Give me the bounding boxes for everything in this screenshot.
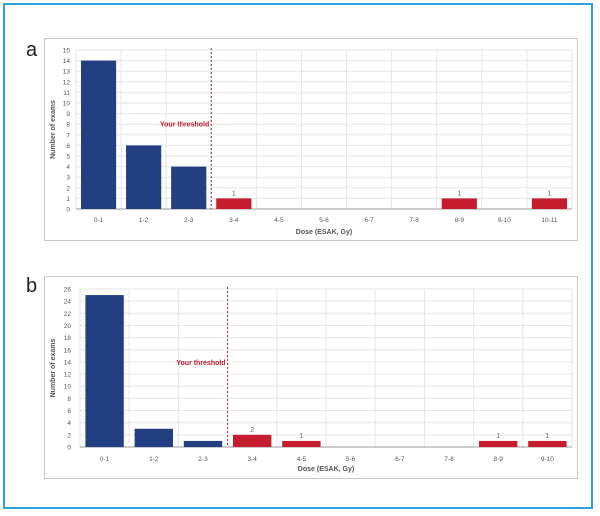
y-axis-title: Number of exams (50, 339, 57, 398)
y-tick-label: 24 (64, 299, 72, 306)
bar-value-label: 1 (545, 433, 549, 440)
y-tick-label: 4 (67, 420, 71, 427)
x-tick-label: 9-10 (498, 217, 511, 224)
figure-frame (3, 3, 593, 509)
bar-2-3 (183, 440, 223, 447)
x-tick-label: 10-11 (541, 217, 558, 224)
panel-label-b: b (26, 275, 38, 297)
x-tick-label: 0-1 (100, 456, 110, 463)
y-tick-label: 5 (66, 154, 70, 161)
bar-0-1 (85, 295, 124, 447)
y-tick-label: 11 (63, 90, 70, 97)
y-axis-title: Number of exams (50, 100, 57, 159)
x-tick-label: 3-4 (229, 217, 239, 224)
bar-value-label: 1 (496, 433, 500, 440)
x-axis-title: Dose (ESAK, Gy) (296, 229, 352, 236)
y-tick-label: 20 (64, 323, 72, 330)
x-tick-label: 0-1 (94, 217, 104, 224)
y-tick-label: 6 (66, 143, 70, 150)
bar-2-3 (171, 166, 207, 209)
y-tick-label: 13 (63, 69, 71, 76)
bar-1-2 (126, 145, 162, 209)
bar-10-11 (531, 198, 568, 209)
x-tick-label: 5-6 (346, 456, 356, 463)
y-tick-label: 3 (66, 175, 70, 182)
bar-1-2 (134, 428, 173, 447)
bar-value-label: 1 (232, 190, 236, 197)
x-tick-label: 7-8 (409, 217, 419, 224)
x-tick-label: 8-9 (493, 456, 503, 463)
y-tick-label: 9 (66, 111, 70, 118)
y-tick-label: 14 (63, 58, 71, 65)
bar-3-4 (233, 434, 272, 447)
x-tick-label: 6-7 (364, 217, 374, 224)
bar-4-5 (282, 440, 321, 447)
bar-value-label: 1 (548, 190, 552, 197)
x-tick-label: 4-5 (297, 456, 307, 463)
y-tick-label: 12 (64, 372, 72, 379)
x-tick-label: 2-3 (198, 456, 208, 463)
threshold-label: Your threshold (160, 121, 209, 128)
x-tick-label: 7-8 (444, 456, 454, 463)
x-tick-label: 9-10 (541, 456, 554, 463)
y-tick-label: 4 (66, 164, 70, 171)
x-tick-label: 6-7 (395, 456, 405, 463)
y-tick-label: 2 (66, 185, 70, 192)
x-tick-label: 4-5 (274, 217, 284, 224)
bar-8-9 (479, 440, 518, 447)
y-tick-label: 6 (67, 408, 71, 415)
bar-9-10 (528, 440, 567, 447)
y-tick-label: 10 (64, 384, 72, 391)
x-tick-label: 5-6 (319, 217, 329, 224)
y-tick-label: 10 (63, 101, 71, 108)
x-tick-label: 8-9 (455, 217, 465, 224)
y-tick-label: 8 (66, 122, 70, 129)
x-tick-label: 1-2 (149, 456, 159, 463)
bar-8-9 (441, 198, 477, 209)
y-tick-label: 0 (67, 445, 71, 452)
y-tick-label: 1 (66, 196, 70, 203)
y-tick-label: 22 (64, 311, 72, 318)
y-tick-label: 7 (66, 132, 70, 139)
bar-value-label: 1 (299, 433, 303, 440)
bar-0-1 (80, 60, 117, 209)
panel-label-a: a (26, 39, 38, 61)
x-axis-title: Dose (ESAK, Gy) (298, 466, 354, 473)
y-tick-label: 16 (64, 347, 72, 354)
y-tick-label: 0 (66, 207, 70, 214)
y-tick-label: 15 (63, 48, 71, 55)
y-tick-label: 12 (63, 79, 71, 86)
x-tick-label: 2-3 (184, 217, 194, 224)
y-tick-label: 26 (64, 287, 72, 294)
y-tick-label: 18 (64, 335, 72, 342)
bar-value-label: 2 (250, 427, 254, 434)
y-tick-label: 8 (67, 396, 71, 403)
threshold-label: Your threshold (176, 360, 225, 367)
x-tick-label: 1-2 (139, 217, 149, 224)
y-tick-label: 2 (67, 432, 71, 439)
x-tick-label: 3-4 (247, 456, 257, 463)
bar-3-4 (216, 198, 252, 209)
y-tick-label: 14 (64, 359, 72, 366)
bar-value-label: 1 (457, 190, 461, 197)
